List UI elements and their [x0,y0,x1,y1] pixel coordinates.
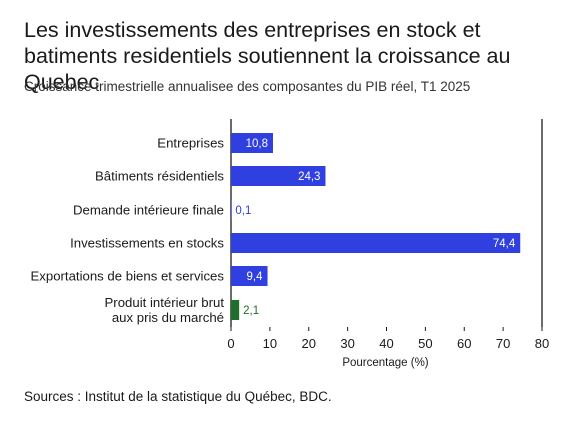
x-tick-label: 20 [302,336,316,351]
data-label: 0,1 [235,205,251,217]
category-label: Bâtiments résidentiels [95,169,224,184]
bar [231,300,240,320]
x-tick-label: 0 [227,336,234,351]
chart-title: Les investissements des entreprises en s… [24,18,511,94]
x-tick-label: 80 [535,336,549,351]
x-tick-label: 70 [496,336,510,351]
data-label: 2,1 [243,305,259,317]
data-label: 9,4 [247,271,264,283]
x-tick-label: 50 [418,336,432,351]
x-tick-label: 30 [340,336,354,351]
x-tick-label: 40 [379,336,393,351]
source-note: Sources : Institut de la statistique du … [24,389,332,404]
x-tick-label: 60 [457,336,471,351]
x-tick-label: 10 [263,336,277,351]
category-label: Demande intérieure finale [73,203,224,218]
category-label: Produit intérieur brut [105,295,225,310]
category-label: Entreprises [157,136,224,151]
bar [231,266,268,286]
x-axis-title: Pourcentage (%) [342,357,428,369]
chart-subtitle: Croissance trimestrielle annualisee des … [24,79,471,94]
category-label: Exportations de biens et services [30,269,224,284]
bar [231,133,273,153]
bar [231,233,521,253]
data-label: 24,3 [298,171,320,183]
bar [231,200,232,220]
bar [231,166,326,186]
data-label: 74,4 [493,238,516,250]
category-label: Investissements en stocks [70,236,224,251]
category-label: aux pris du marché [112,310,224,325]
data-label: 10,8 [246,138,268,150]
